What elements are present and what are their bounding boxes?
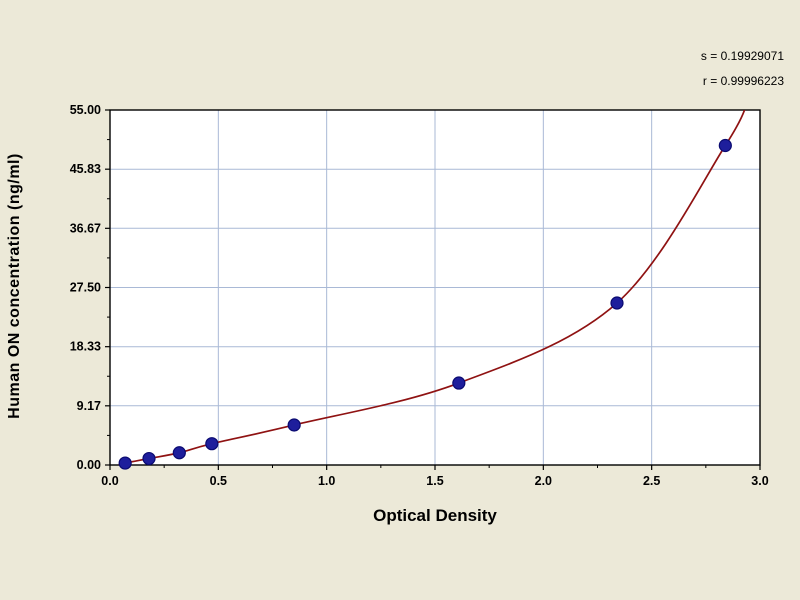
svg-text:1.5: 1.5 — [426, 474, 443, 488]
svg-text:0.0: 0.0 — [101, 474, 118, 488]
svg-text:27.50: 27.50 — [70, 281, 101, 295]
svg-text:2.0: 2.0 — [535, 474, 552, 488]
svg-text:55.00: 55.00 — [70, 103, 101, 117]
svg-text:36.67: 36.67 — [70, 221, 101, 235]
svg-text:0.5: 0.5 — [210, 474, 227, 488]
svg-text:18.33: 18.33 — [70, 340, 101, 354]
svg-text:0.00: 0.00 — [77, 458, 101, 472]
svg-text:45.83: 45.83 — [70, 162, 101, 176]
svg-text:3.0: 3.0 — [751, 474, 768, 488]
svg-text:1.0: 1.0 — [318, 474, 335, 488]
x-axis-title: Optical Density — [373, 506, 497, 525]
fit-r-value: r = 0.99996223 — [702, 74, 784, 88]
svg-text:2.5: 2.5 — [643, 474, 660, 488]
fit-s-value: s = 0.19929071 — [700, 49, 784, 63]
svg-text:9.17: 9.17 — [77, 399, 101, 413]
fit-statistics: s = 0.19929071 r = 0.99996223 — [701, 44, 784, 94]
